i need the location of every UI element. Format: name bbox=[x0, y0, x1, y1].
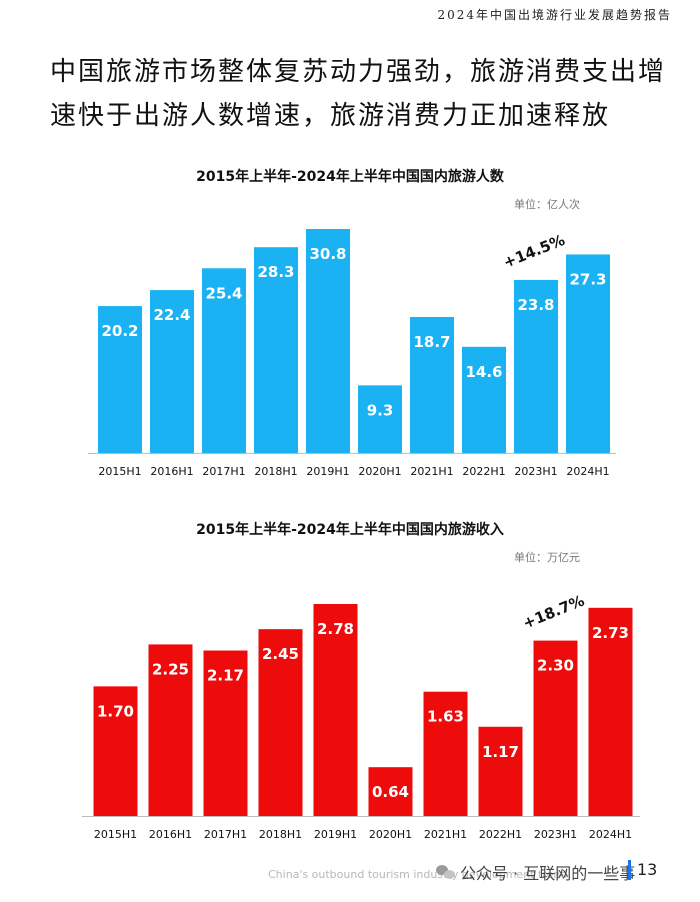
chart-2-tick-label: 2018H1 bbox=[259, 828, 302, 841]
chart-1-bar bbox=[514, 279, 558, 453]
chart-2-tick-label: 2015H1 bbox=[94, 828, 137, 841]
chart-1-value-label: 14.6 bbox=[465, 363, 502, 381]
chart-2-value-label: 1.17 bbox=[482, 743, 519, 761]
chart-2-bar bbox=[203, 650, 248, 816]
chart-1-tick-label: 2023H1 bbox=[514, 465, 557, 478]
chart-1-unit: 单位：亿人次 bbox=[514, 198, 580, 211]
chart-1-tick-label: 2024H1 bbox=[566, 465, 609, 478]
wechat-account-name: 公众号 · 互联网的一些事 bbox=[460, 864, 636, 883]
chart-1-title: 2015年上半年-2024年上半年中国国内旅游人数 bbox=[196, 169, 504, 185]
page-number: 13 bbox=[628, 860, 657, 880]
chart-1-tick-label: 2018H1 bbox=[254, 465, 297, 478]
chart-2-value-label: 2.17 bbox=[207, 667, 244, 685]
chart-2-value-label: 2.73 bbox=[592, 624, 629, 642]
chart-1-value-label: 25.4 bbox=[205, 284, 242, 302]
chart-2-value-label: 2.30 bbox=[537, 657, 574, 675]
chart-1-tick-label: 2019H1 bbox=[306, 465, 349, 478]
chart-2-bar bbox=[588, 607, 633, 816]
chart-2-tick-label: 2023H1 bbox=[534, 828, 577, 841]
chart-2-tick-label: 2021H1 bbox=[424, 828, 467, 841]
chart-2-value-label: 2.45 bbox=[262, 645, 299, 663]
tourist-count-bar-chart: 20.2 2015H1 22.4 2016H1 25.4 2017H1 28.3 2018H1… bbox=[88, 229, 616, 478]
chart-2-tick-label: 2019H1 bbox=[314, 828, 357, 841]
chart-1-bar bbox=[410, 317, 454, 453]
chart-2-bar bbox=[148, 644, 193, 816]
chart-2-bar bbox=[368, 767, 413, 816]
chart-1-tick-label: 2022H1 bbox=[462, 465, 505, 478]
chart-2-value-label: 2.25 bbox=[152, 660, 189, 678]
chart-1-tick-label: 2015H1 bbox=[98, 465, 141, 478]
chart-1-tick-label: 2017H1 bbox=[202, 465, 245, 478]
headline-line-1: 中国旅游市场整体复苏动力强劲，旅游消费支出增 bbox=[50, 57, 667, 87]
wechat-account-label: 公众号 · 互联网的一些事 bbox=[436, 860, 635, 884]
chart-1-bar bbox=[202, 268, 246, 453]
chart-1-bar bbox=[358, 385, 402, 453]
chart-2-value-label: 0.64 bbox=[372, 783, 409, 801]
chart-1-value-label: 9.3 bbox=[367, 401, 394, 419]
chart-2-bar bbox=[478, 726, 523, 816]
chart-1-bar bbox=[254, 247, 298, 453]
chart-1-value-label: 23.8 bbox=[517, 296, 554, 314]
chart-1-value-label: 22.4 bbox=[153, 306, 190, 324]
chart-2-value-label: 1.70 bbox=[97, 702, 134, 720]
chart-1-bar bbox=[150, 290, 194, 453]
chart-1-bar bbox=[462, 346, 506, 453]
chart-2-unit: 单位：万亿元 bbox=[514, 551, 580, 564]
chart-1-value-label: 20.2 bbox=[101, 322, 138, 340]
chart-1-value-label: 18.7 bbox=[413, 333, 450, 351]
chart-2-tick-label: 2016H1 bbox=[149, 828, 192, 841]
chart-1-value-label: 30.8 bbox=[309, 245, 346, 263]
page-headline: 中国旅游市场整体复苏动力强劲，旅游消费支出增 速快于出游人数增速，旅游消费力正加… bbox=[50, 50, 670, 138]
chart-2-tick-label: 2024H1 bbox=[589, 828, 632, 841]
chart-1-bar bbox=[98, 306, 142, 453]
chart-2-bar bbox=[93, 686, 138, 816]
report-header-title: 2024年中国出境游行业发展趋势报告 bbox=[437, 8, 672, 22]
headline-line-2: 速快于出游人数增速，旅游消费力正加速释放 bbox=[50, 101, 611, 131]
chart-2-bar bbox=[313, 604, 358, 816]
chart-1-bar bbox=[566, 254, 610, 453]
chart-1-value-label: 28.3 bbox=[257, 263, 294, 281]
chart-1-tick-label: 2016H1 bbox=[150, 465, 193, 478]
chart-2-growth-annotation: +18.7% bbox=[520, 592, 587, 633]
chart-2-bar bbox=[258, 629, 303, 816]
chart-2-tick-label: 2017H1 bbox=[204, 828, 247, 841]
footer-watermark-text: China's outbound tourism industry develo… bbox=[268, 868, 568, 881]
tourism-revenue-bar-chart: 1.70 2015H1 2.25 2016H1 2.17 2017H1 2.45 2018H1… bbox=[82, 592, 640, 841]
chart-1-tick-label: 2021H1 bbox=[410, 465, 453, 478]
chart-2-tick-label: 2020H1 bbox=[369, 828, 412, 841]
chart-2-bar bbox=[533, 640, 578, 816]
chart-2-title: 2015年上半年-2024年上半年中国国内旅游收入 bbox=[196, 522, 504, 538]
chart-2-value-label: 1.63 bbox=[427, 708, 464, 726]
wechat-icon bbox=[436, 864, 456, 880]
chart-2-tick-label: 2022H1 bbox=[479, 828, 522, 841]
chart-2-value-label: 2.78 bbox=[317, 620, 354, 638]
chart-1-value-label: 27.3 bbox=[569, 270, 606, 288]
chart-1-bar bbox=[306, 229, 350, 453]
chart-1-tick-label: 2020H1 bbox=[358, 465, 401, 478]
chart-2-bar bbox=[423, 691, 468, 816]
